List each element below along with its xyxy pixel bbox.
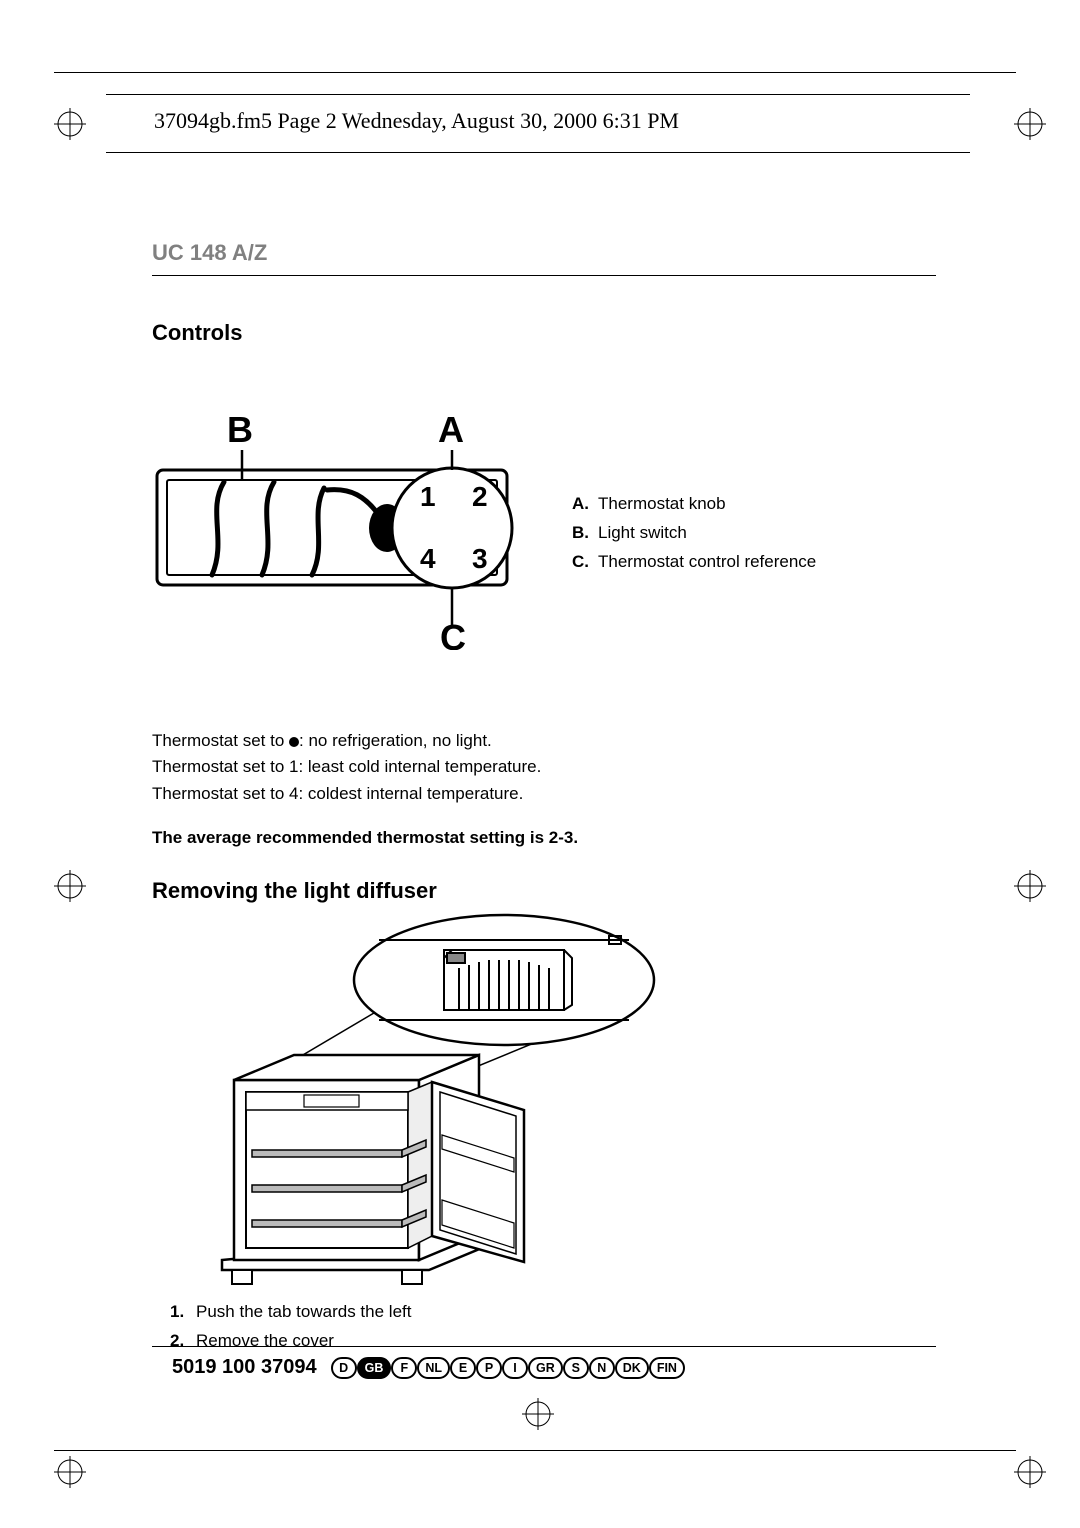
footer-rule (152, 1346, 936, 1347)
legend-b-label: B. (572, 519, 598, 548)
header-frame-top (54, 72, 1016, 74)
crop-mark-mr (1014, 870, 1046, 902)
model-number: UC 148 A/Z (152, 240, 936, 266)
dot-icon (289, 737, 299, 747)
lang-n: N (589, 1357, 615, 1379)
removing-heading: Removing the light diffuser (152, 878, 936, 904)
svg-text:C: C (440, 617, 466, 650)
svg-text:4: 4 (420, 543, 436, 574)
legend-c-label: C. (572, 548, 598, 577)
lang-gb: GB (357, 1357, 392, 1379)
lang-d: D (331, 1357, 357, 1379)
legend-a-text: Thermostat knob (598, 494, 726, 513)
legend-b-text: Light switch (598, 523, 687, 542)
header-rule-inner (106, 94, 970, 95)
fridge-diagram (204, 910, 664, 1290)
lang-s: S (563, 1357, 589, 1379)
page-path-header: 37094gb.fm5 Page 2 Wednesday, August 30,… (154, 108, 679, 134)
lang-dk: DK (615, 1357, 649, 1379)
lang-p: P (476, 1357, 502, 1379)
header-rule-inner2 (106, 152, 970, 153)
crop-mark-ml (54, 870, 86, 902)
legend-a-label: A. (572, 490, 598, 519)
recommended-setting: The average recommended thermostat setti… (152, 828, 578, 848)
step-2-num: 2. (170, 1327, 196, 1356)
lang-nl: NL (417, 1357, 450, 1379)
crop-mark-br (1014, 1456, 1046, 1488)
step-1-text: Push the tab towards the left (196, 1302, 411, 1321)
svg-text:3: 3 (472, 543, 488, 574)
header-frame-bottom (54, 1450, 1016, 1451)
legend-c-text: Thermostat control reference (598, 552, 816, 571)
thermostat-settings-text: Thermostat set to : no refrigeration, no… (152, 728, 541, 807)
lang-f: F (391, 1357, 417, 1379)
controls-diagram: 1 2 3 4 B A C (152, 400, 522, 650)
svg-text:2: 2 (472, 481, 488, 512)
controls-heading: Controls (152, 320, 936, 346)
language-list: DGBFNLEPIGRSNDKFIN (331, 1357, 685, 1379)
svg-text:A: A (438, 409, 464, 450)
crop-mark-bl (54, 1456, 86, 1488)
model-rule (152, 275, 936, 276)
removing-steps: 1.Push the tab towards the left 2.Remove… (170, 1298, 411, 1356)
crop-mark-tl (54, 108, 86, 140)
crop-mark-tr (1014, 108, 1046, 140)
step-2-text: Remove the cover (196, 1331, 334, 1350)
step-1-num: 1. (170, 1298, 196, 1327)
crop-mark-bc (522, 1398, 554, 1430)
lang-i: I (502, 1357, 528, 1379)
svg-text:1: 1 (420, 481, 436, 512)
footer: 5019 100 37094 DGBFNLEPIGRSNDKFIN (172, 1356, 685, 1379)
lang-gr: GR (528, 1357, 563, 1379)
lang-fin: FIN (649, 1357, 685, 1379)
controls-legend: A.Thermostat knob B.Light switch C.Therm… (572, 490, 816, 577)
footer-code: 5019 100 37094 (172, 1356, 317, 1379)
lang-e: E (450, 1357, 476, 1379)
svg-text:B: B (227, 409, 253, 450)
